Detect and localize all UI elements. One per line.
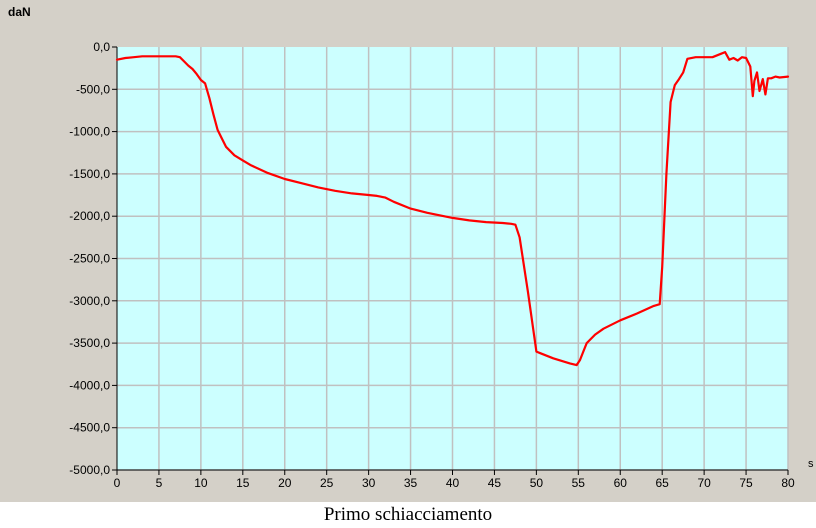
y-tick-label: -4500,0 (69, 421, 110, 435)
x-tick-label: 75 (739, 476, 753, 490)
series-line (115, 50, 790, 367)
y-tick-label: -3500,0 (69, 336, 110, 350)
x-tick-label: 20 (278, 476, 292, 490)
y-tick-label: -1500,0 (69, 167, 110, 181)
x-tick-label: 70 (697, 476, 711, 490)
line-chart: 0,0 -500,0 -1000,0 -1500,0 -2000,0 -2500,0 -30… (69, 40, 795, 490)
y-tick-label: -500,0 (76, 82, 110, 96)
y-tick-label: -1000,0 (69, 125, 110, 139)
axes (112, 46, 789, 475)
y-tick-label: 0,0 (93, 40, 110, 54)
x-tick-label: 45 (488, 476, 502, 490)
y-tick-label: -2000,0 (69, 209, 110, 223)
y-tick-label: -5000,0 (69, 463, 110, 477)
figure-caption: Primo schiacciamento (323, 504, 493, 525)
x-tick-label: 50 (530, 476, 544, 490)
x-axis-unit-label: s (808, 458, 814, 470)
y-tick-labels: 0,0 -500,0 -1000,0 -1500,0 -2000,0 -2500,0 -30… (69, 40, 110, 477)
chart-panel: 0,0 -500,0 -1000,0 -1500,0 -2000,0 -2500,0 -30… (0, 0, 816, 502)
x-tick-label: 65 (656, 476, 670, 490)
x-tick-label: 60 (614, 476, 628, 490)
x-tick-labels: 0 5 10 15 20 25 30 35 40 45 50 55 60 65 70 75 80 (114, 476, 795, 490)
y-tick-label: -4000,0 (69, 378, 110, 392)
x-tick-label: 40 (446, 476, 460, 490)
x-tick-label: 35 (404, 476, 418, 490)
x-tick-label: 15 (236, 476, 250, 490)
x-tick-label: 30 (362, 476, 376, 490)
series-layer (115, 50, 790, 367)
x-tick-label: 5 (156, 476, 163, 490)
x-tick-label: 10 (194, 476, 208, 490)
y-tick-label: -3000,0 (69, 294, 110, 308)
x-tick-label: 25 (320, 476, 334, 490)
x-tick-label: 0 (114, 476, 121, 490)
y-tick-label: -2500,0 (69, 252, 110, 266)
x-tick-label: 55 (572, 476, 586, 490)
y-axis-unit-label: daN (8, 5, 31, 19)
x-tick-label: 80 (781, 476, 795, 490)
